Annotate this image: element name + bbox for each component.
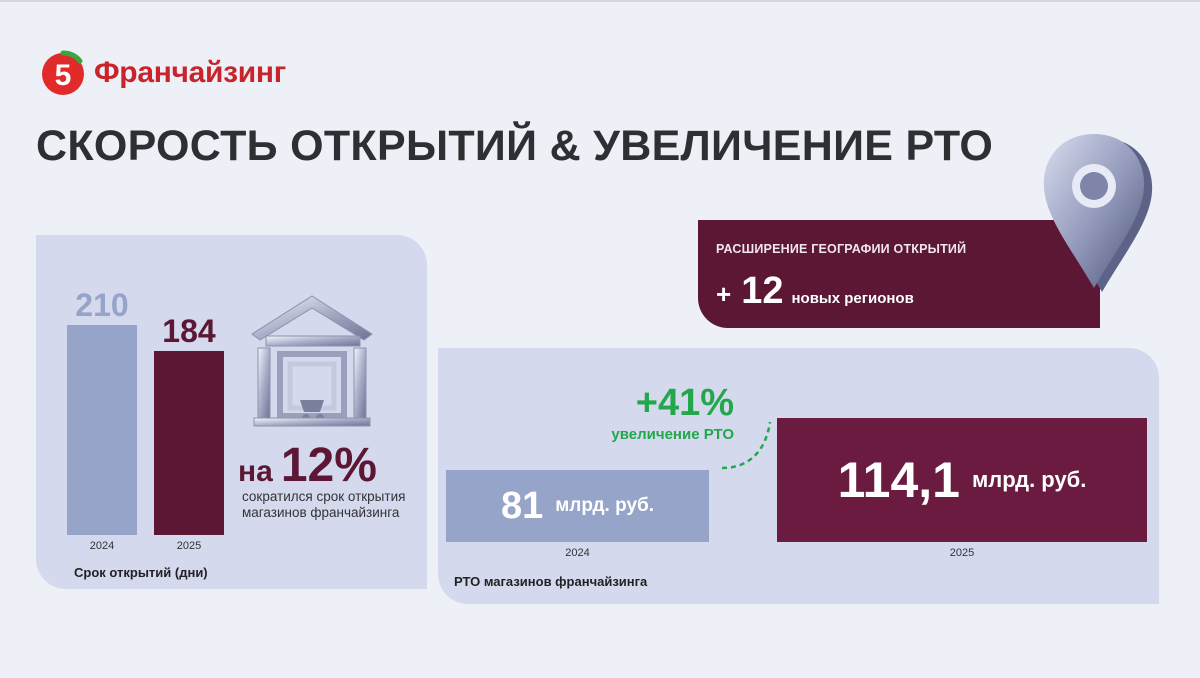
tick-label-rto-2024: 2024 xyxy=(565,547,590,559)
reduction-value: 12% xyxy=(280,439,377,492)
bar-value-2025-days: 184 xyxy=(162,313,216,349)
brand-name: Франчайзинг xyxy=(94,56,286,89)
rto-growth-label: увеличение РТО xyxy=(611,426,734,443)
bar-2025-rto: 114,1 млрд. руб. xyxy=(777,418,1147,542)
rto-growth: +41% увеличение РТО xyxy=(560,382,734,444)
rto-caption: РТО магазинов франчайзинга xyxy=(454,574,648,589)
page-title: СКОРОСТЬ ОТКРЫТИЙ & УВЕЛИЧЕНИЕ РТО xyxy=(36,122,994,170)
tick-label-2025: 2025 xyxy=(176,540,202,552)
geo-line: +12 новых регионов xyxy=(716,270,914,313)
tick-label-2024: 2024 xyxy=(89,540,115,552)
geo-expansion-card: РАСШИРЕНИЕ ГЕОГРАФИИ ОТКРЫТИЙ +12 новых р… xyxy=(698,220,1100,328)
bar-unit-2025-rto: млрд. руб. xyxy=(971,467,1087,492)
bar-2024-rto: 81 млрд. руб. xyxy=(446,470,709,542)
bar-value-2025-rto: 114,1 xyxy=(837,452,960,508)
bar-2025-opening-days xyxy=(154,351,224,535)
location-pin-icon xyxy=(1043,134,1153,292)
reduction-line: на 12% xyxy=(238,438,377,493)
geo-plus: + xyxy=(716,279,732,309)
geo-value: 12 xyxy=(741,270,784,312)
bar-unit-2024-rto: млрд. руб. xyxy=(555,495,655,516)
rto-growth-value: +41% xyxy=(635,382,734,424)
growth-dashed-connector xyxy=(721,421,772,470)
store-building-icon xyxy=(251,295,373,427)
pyaterochka-logo-icon: 5 xyxy=(40,50,86,96)
reduction-prefix: на xyxy=(238,455,273,488)
bar-value-2024-rto: 81 xyxy=(500,484,544,527)
reduction-note: сократился срок открытия магазинов франч… xyxy=(242,489,406,520)
logo-mark-text: 5 xyxy=(55,59,72,92)
brand-logo: 5 Франчайзинг xyxy=(40,50,286,96)
tick-label-rto-2025: 2025 xyxy=(949,547,975,559)
opening-time-caption: Срок открытий (дни) xyxy=(74,565,208,580)
bar-2024-opening-days xyxy=(67,325,137,535)
bar-value-2024-days: 210 xyxy=(75,287,129,323)
geo-text: новых регионов xyxy=(791,290,914,307)
geo-title: РАСШИРЕНИЕ ГЕОГРАФИИ ОТКРЫТИЙ xyxy=(716,242,967,256)
